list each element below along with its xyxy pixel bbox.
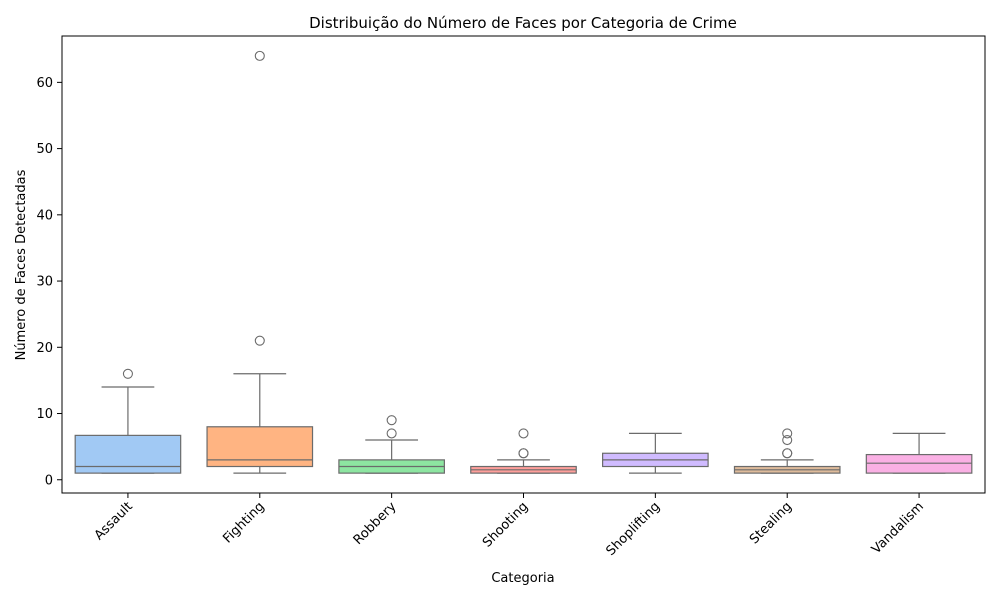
outlier-point [518, 448, 529, 459]
x-tick-label: Robbery [351, 499, 400, 548]
x-axis-label: Categoria [491, 571, 554, 586]
y-tick-label: 10 [36, 407, 53, 422]
box-vandalism [865, 432, 973, 474]
plot-area [61, 35, 986, 494]
x-tick-label: Shooting [480, 499, 531, 550]
outlier-point [782, 428, 793, 439]
y-tick-label: 50 [36, 142, 53, 157]
x-tick-label: Stealing [747, 499, 795, 547]
box-fighting [206, 50, 314, 474]
outlier-point [254, 335, 265, 346]
x-axis: Assault Fighting Robbery Shooting Shopliftin… [92, 493, 927, 559]
box-shooting [470, 428, 577, 474]
y-tick-label: 0 [45, 473, 53, 488]
y-tick-label: 60 [36, 76, 53, 91]
y-axis: 0 10 20 30 40 50 60 [36, 76, 62, 488]
outlier-point [782, 434, 793, 446]
x-tick-label: Shoplifting [603, 499, 663, 559]
outlier-point [386, 415, 397, 426]
iqr-box [74, 434, 182, 474]
chart-title: Distribuição do Número de Faces por Cate… [309, 14, 737, 32]
x-tick-label: Vandalism [869, 499, 927, 557]
box-robbery [338, 415, 445, 474]
outlier-point [518, 428, 529, 439]
iqr-box [206, 426, 314, 468]
y-tick-label: 30 [36, 275, 53, 290]
outlier-point [386, 428, 397, 439]
y-tick-label: 40 [36, 208, 53, 223]
y-tick-label: 20 [36, 341, 53, 356]
boxes-group [74, 50, 973, 474]
outlier-point [254, 50, 265, 61]
y-axis-label: Número de Faces Detectadas [14, 169, 29, 360]
outlier-point [782, 448, 793, 459]
x-tick-label: Assault [92, 499, 136, 543]
iqr-box [865, 453, 973, 474]
box-shoplifting [602, 432, 709, 474]
x-tick-label: Fighting [220, 499, 267, 546]
box-assault [74, 368, 182, 474]
box-stealing [733, 428, 841, 474]
outlier-point [122, 368, 133, 379]
